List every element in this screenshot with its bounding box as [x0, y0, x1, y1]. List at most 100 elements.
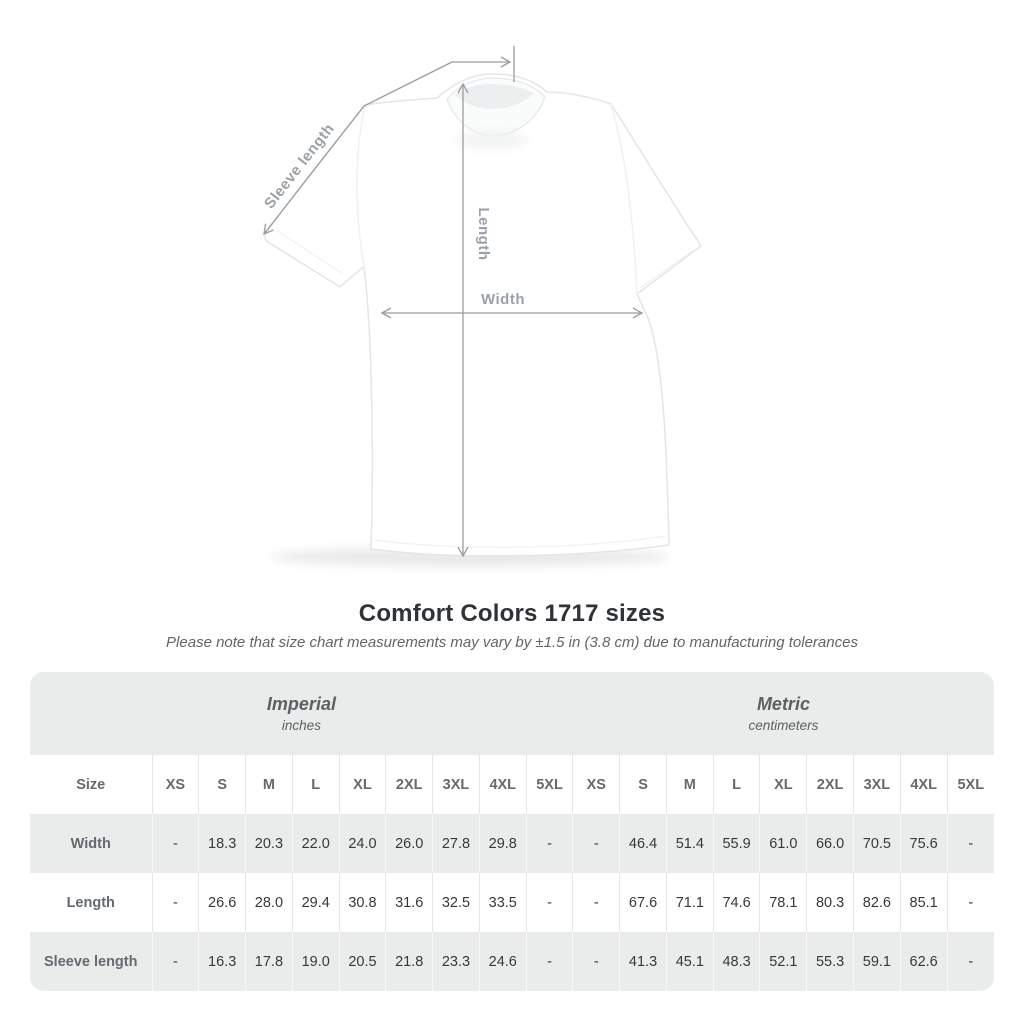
size-header: M — [665, 755, 714, 814]
width-row: Width - 18.3 20.3 22.0 24.0 26.0 27.8 29… — [30, 814, 994, 873]
value-cell: 30.8 — [338, 873, 386, 932]
value-cell: 82.6 — [852, 873, 901, 932]
size-header: 2XL — [806, 755, 854, 814]
measurement-lines — [263, 46, 644, 558]
sleeve-ref-arrowhead — [500, 56, 512, 68]
value-cell: - — [572, 873, 620, 932]
size-header: 3XL — [852, 755, 901, 814]
value-cell: - — [525, 873, 573, 932]
value-cell: - — [572, 932, 620, 991]
width-label: Width — [481, 291, 525, 308]
tshirt-measurement-diagram: Sleeve length Length Width — [261, 46, 702, 566]
size-header: XL — [759, 755, 807, 814]
value-cell: 31.6 — [385, 873, 433, 932]
length-label: Length — [475, 208, 492, 261]
value-cell: 20.5 — [338, 932, 386, 991]
row-label: Length — [66, 894, 115, 911]
size-chart-table: Imperial inches Metric centimeters Size … — [30, 672, 994, 991]
size-header: 3XL — [432, 755, 480, 814]
value-cell: 17.8 — [245, 932, 293, 991]
value-cell: 61.0 — [759, 814, 807, 873]
value-cell: 19.0 — [291, 932, 340, 991]
value-cell: 74.6 — [712, 873, 760, 932]
value-cell: 26.6 — [198, 873, 246, 932]
size-header: 4XL — [478, 755, 527, 814]
value-cell: 27.8 — [432, 814, 480, 873]
value-cell: 26.0 — [385, 814, 433, 873]
value-cell: 70.5 — [852, 814, 901, 873]
value-cell: 28.0 — [245, 873, 293, 932]
value-cell: 67.6 — [619, 873, 667, 932]
value-cell: - — [151, 814, 199, 873]
value-cell: 55.9 — [712, 814, 760, 873]
value-cell: 75.6 — [899, 814, 948, 873]
size-column-header: Size — [76, 776, 106, 793]
sleeve-length-line — [263, 61, 453, 235]
value-cell: - — [946, 873, 994, 932]
length-row: Length - 26.6 28.0 29.4 30.8 31.6 32.5 3… — [30, 873, 994, 932]
imperial-band: Imperial inches — [30, 672, 573, 755]
value-cell: 23.3 — [432, 932, 480, 991]
size-header: XS — [151, 755, 199, 814]
size-header: XS — [572, 755, 620, 814]
value-cell: 29.8 — [478, 814, 527, 873]
length-arrowhead-bottom — [457, 546, 469, 558]
value-cell: - — [151, 873, 199, 932]
size-header: 2XL — [385, 755, 433, 814]
value-cell: 33.5 — [478, 873, 527, 932]
length-arrowhead-top — [457, 82, 469, 94]
value-cell: 80.3 — [806, 873, 854, 932]
tshirt-illustration — [264, 73, 702, 557]
size-header: L — [712, 755, 760, 814]
value-cell: - — [151, 932, 199, 991]
size-header: M — [245, 755, 293, 814]
value-cell: 20.3 — [245, 814, 293, 873]
value-cell: 24.6 — [478, 932, 527, 991]
size-header: L — [291, 755, 340, 814]
row-label: Width — [70, 835, 111, 852]
size-header: 4XL — [899, 755, 948, 814]
value-cell: - — [525, 814, 573, 873]
value-cell: 51.4 — [665, 814, 714, 873]
width-arrowhead-right — [632, 307, 644, 319]
unit-band-row: Imperial inches Metric centimeters — [30, 672, 994, 755]
value-cell: 32.5 — [432, 873, 480, 932]
value-cell: 66.0 — [806, 814, 854, 873]
value-cell: - — [946, 814, 994, 873]
value-cell: 71.1 — [665, 873, 714, 932]
page-title: Comfort Colors 1717 sizes — [358, 600, 666, 627]
row-label: Sleeve length — [44, 953, 138, 970]
size-header: S — [619, 755, 667, 814]
metric-unit: centimeters — [748, 718, 819, 733]
value-cell: 62.6 — [899, 932, 948, 991]
value-cell: 78.1 — [759, 873, 807, 932]
value-cell: 21.8 — [385, 932, 433, 991]
value-cell: 59.1 — [852, 932, 901, 991]
imperial-unit: inches — [281, 718, 321, 733]
size-header: 5XL — [525, 755, 573, 814]
value-cell: 85.1 — [899, 873, 948, 932]
width-arrowhead-left — [380, 307, 392, 319]
sleeve-length-arrowhead — [263, 223, 274, 236]
value-cell: - — [525, 932, 573, 991]
value-cell: 48.3 — [712, 932, 760, 991]
value-cell: 45.1 — [665, 932, 714, 991]
value-cell: 24.0 — [338, 814, 386, 873]
imperial-label: Imperial — [266, 694, 336, 714]
value-cell: 22.0 — [291, 814, 340, 873]
size-header: XL — [338, 755, 386, 814]
tolerance-note: Please note that size chart measurements… — [166, 634, 858, 651]
metric-band: Metric centimeters — [573, 672, 994, 755]
value-cell: 41.3 — [619, 932, 667, 991]
size-header: S — [198, 755, 246, 814]
value-cell: 16.3 — [198, 932, 246, 991]
value-cell: 46.4 — [619, 814, 667, 873]
value-cell: - — [572, 814, 620, 873]
value-cell: - — [946, 932, 994, 991]
sleeve-length-row: Sleeve length - 16.3 17.8 19.0 20.5 21.8… — [30, 932, 994, 991]
metric-label: Metric — [756, 694, 810, 714]
value-cell: 29.4 — [291, 873, 340, 932]
value-cell: 55.3 — [806, 932, 854, 991]
value-cell: 52.1 — [759, 932, 807, 991]
